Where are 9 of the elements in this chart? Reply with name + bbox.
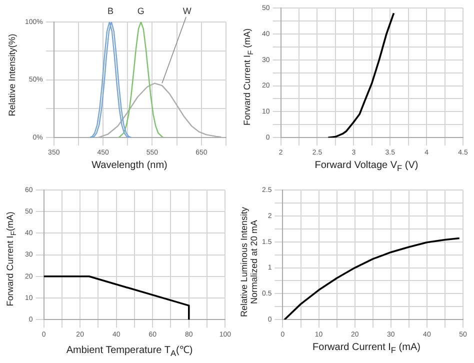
annotation: W [182, 6, 192, 16]
y-axis-title: Relative Luminous Intensity Normalized at 20 mA [239, 206, 259, 320]
x-axis-title: Wavelength (nm) [90, 160, 168, 171]
y-axis-title: Relative Intensity(%) [7, 32, 17, 118]
x-axis-title: Forward Current I$_{F}$ (mA) [312, 342, 422, 355]
x-axis-title: Forward Voltage V$_{F}$ (V) [314, 160, 420, 173]
x-axis-title: Ambient Temperature T$_{A}$(℃) [65, 344, 194, 358]
annotation: G [137, 6, 144, 16]
annotation: B [107, 6, 114, 16]
